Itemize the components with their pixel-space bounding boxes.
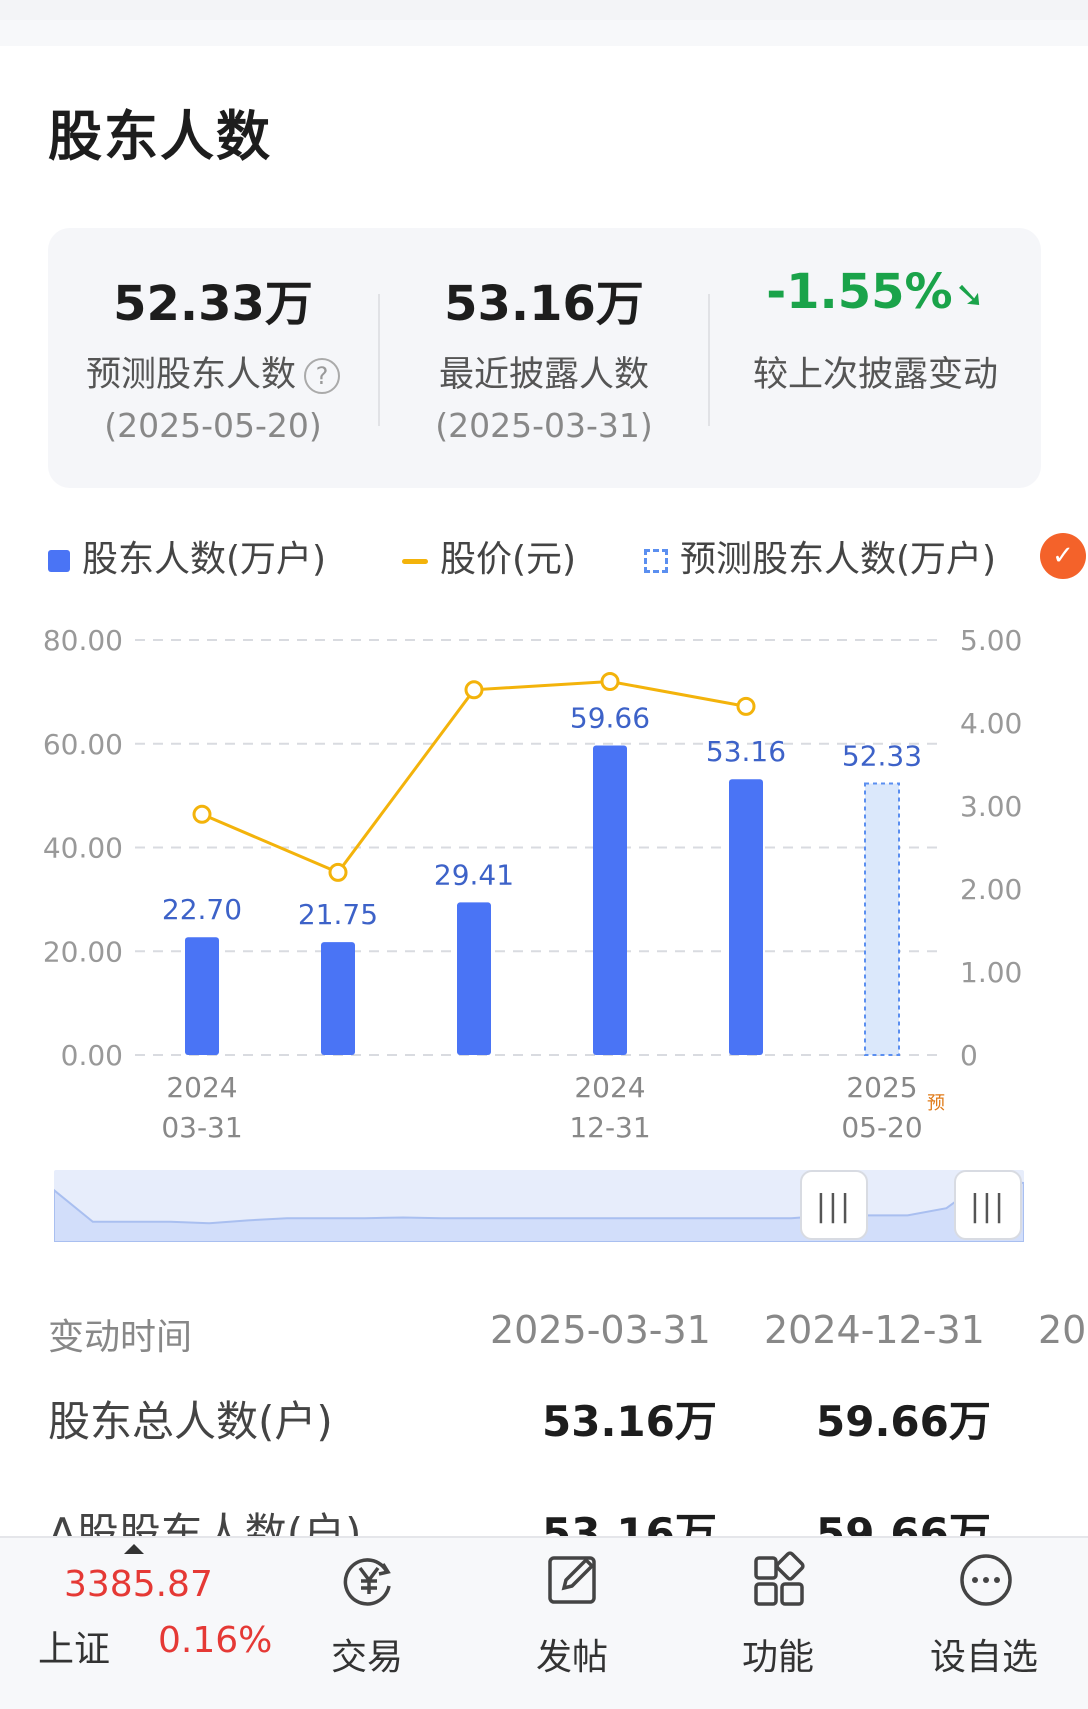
x-tick-label: 05-20 — [841, 1111, 922, 1144]
chart-legend: 股东人数(万户) 股价(元) 预测股东人数(万户) — [48, 530, 1088, 580]
latest-date: (2025-03-31) — [435, 406, 653, 445]
y-left-tick-label: 40.00 — [43, 832, 123, 865]
trade-yen-icon — [343, 1558, 391, 1606]
legend-predicted[interactable]: 预测股东人数(万户) — [644, 530, 996, 582]
tab-trade-label: 交易 — [330, 1637, 403, 1678]
x-tick-label: 2025 — [846, 1071, 917, 1104]
y-right-tick-label: 2.00 — [960, 873, 1022, 906]
change-summary: -1.55%➘ 较上次披露变动 — [710, 228, 1041, 488]
legend-predicted-label: 预测股东人数(万户) — [680, 539, 997, 580]
y-right-tick-label: 3.00 — [960, 790, 1022, 823]
change-value-row: -1.55%➘ — [710, 264, 1041, 320]
legend-holders-label: 股东人数(万户) — [82, 539, 327, 580]
divider — [378, 294, 380, 426]
tab-watchlist-label: 设自选 — [929, 1637, 1038, 1678]
price-point — [736, 696, 756, 716]
navigator-trend — [53, 1179, 1025, 1243]
table-row: 股东总人数(户) 53.16万 59.66万 — [0, 1388, 1088, 1448]
caret-up-icon — [124, 1544, 144, 1554]
x-tick-label: 2024 — [574, 1071, 645, 1104]
range-handle-right[interactable]: ||| — [954, 1170, 1022, 1240]
question-circle-icon[interactable]: ? — [304, 358, 340, 394]
tab-post-label: 发帖 — [535, 1637, 608, 1678]
data-label: 59.66 — [570, 702, 650, 735]
table-header-col: 2024-12-31 — [764, 1308, 985, 1352]
bottom-tab-bar: 3385.87 上证 0.16% 交易 发帖 功能 设自选 — [0, 1536, 1088, 1709]
x-tick-label: 2024 — [166, 1071, 237, 1104]
latest-label: 最近披露人数 — [438, 355, 649, 395]
legend-square — [48, 550, 70, 572]
price-line — [201, 679, 747, 875]
predicted-label: 预测股东人数 — [85, 355, 296, 395]
grid-apps-icon — [754, 1551, 805, 1606]
bar — [593, 745, 627, 1055]
predicted-label-row: 预测股东人数? — [48, 346, 378, 397]
holders-chart: 0.00 20.00 40.00 60.00 80.00 0 1.00 2.00 3.00 4.0… — [43, 624, 1023, 1144]
table-header-col: 202 — [1038, 1308, 1088, 1352]
compose-icon — [548, 1556, 596, 1604]
top-strip — [0, 0, 1088, 46]
tab-watchlist[interactable]: 设自选 — [909, 1538, 1059, 1709]
y-left-tick-label: 80.00 — [43, 624, 123, 657]
legend-dashed-square — [644, 549, 668, 573]
legend-price-label: 股价(元) — [440, 539, 577, 580]
predicted-summary: 52.33万 预测股东人数? (2025-05-20) — [48, 228, 378, 488]
price-point — [328, 862, 348, 882]
range-handle-left[interactable]: ||| — [800, 1170, 868, 1240]
predicted-tag: 预 — [927, 1093, 945, 1114]
range-navigator[interactable] — [53, 1170, 1025, 1243]
divider — [708, 294, 710, 426]
change-value: -1.55% — [766, 264, 953, 320]
y-right-tick-label: 4.00 — [960, 707, 1022, 740]
data-label: 22.70 — [162, 893, 242, 926]
bar — [729, 779, 763, 1055]
y-right-tick-label: 0 — [960, 1039, 978, 1072]
change-label: 较上次披露变动 — [752, 355, 998, 395]
tab-functions[interactable]: 功能 — [703, 1538, 853, 1709]
row-value: 53.16万 — [542, 1397, 717, 1446]
tab-functions-label: 功能 — [741, 1637, 814, 1678]
legend-holders[interactable]: 股东人数(万户) — [48, 530, 326, 582]
summary-card: 52.33万 预测股东人数? (2025-05-20) 53.16万 最近披露人… — [48, 228, 1041, 488]
arrow-down-icon: ➘ — [954, 274, 985, 316]
x-tick-label: 12-31 — [569, 1111, 650, 1144]
table-header: 变动时间 2025-03-31 2024-12-31 202 — [0, 1300, 1088, 1360]
table-header-label: 变动时间 — [48, 1317, 193, 1358]
price-point — [192, 804, 212, 824]
y-right-tick-label: 1.00 — [960, 956, 1022, 989]
latest-summary: 53.16万 最近披露人数 (2025-03-31) — [380, 228, 708, 488]
predicted-value: 52.33万 — [113, 276, 313, 332]
legend-line — [402, 558, 428, 564]
row-value: 59.66万 — [816, 1397, 991, 1446]
tab-trade[interactable]: 交易 — [292, 1538, 442, 1709]
bar — [457, 902, 491, 1055]
index-name: 上证 — [38, 1629, 111, 1670]
index-ticker[interactable]: 3385.87 上证 0.16% — [0, 1538, 273, 1709]
data-label: 21.75 — [298, 898, 378, 931]
table-header-col: 2025-03-31 — [490, 1308, 711, 1352]
y-right-tick-label: 5.00 — [960, 624, 1022, 657]
bar — [185, 937, 219, 1055]
bar — [321, 942, 355, 1055]
predicted-bar — [864, 782, 900, 1057]
legend-price[interactable]: 股价(元) — [402, 530, 576, 582]
x-tick-label: 03-31 — [161, 1111, 242, 1144]
index-value: 3385.87 — [64, 1564, 213, 1605]
y-left-tick-label: 60.00 — [43, 728, 123, 761]
data-label: 29.41 — [434, 858, 514, 891]
y-left-tick-label: 20.00 — [43, 935, 123, 968]
index-change: 0.16% — [158, 1620, 273, 1661]
check-icon[interactable]: ✓ — [1040, 533, 1086, 579]
data-label: 53.16 — [706, 735, 786, 768]
row-label: 股东总人数(户) — [48, 1397, 333, 1446]
more-dots-icon — [960, 1554, 1012, 1606]
page-title: 股东人数 — [48, 105, 272, 168]
latest-value: 53.16万 — [444, 276, 644, 332]
data-label: 52.33 — [842, 740, 922, 773]
price-point — [600, 672, 620, 691]
y-left-tick-label: 0.00 — [61, 1039, 123, 1072]
tab-post[interactable]: 发帖 — [497, 1538, 647, 1709]
predicted-date: (2025-05-20) — [104, 406, 322, 445]
price-point — [464, 680, 484, 700]
